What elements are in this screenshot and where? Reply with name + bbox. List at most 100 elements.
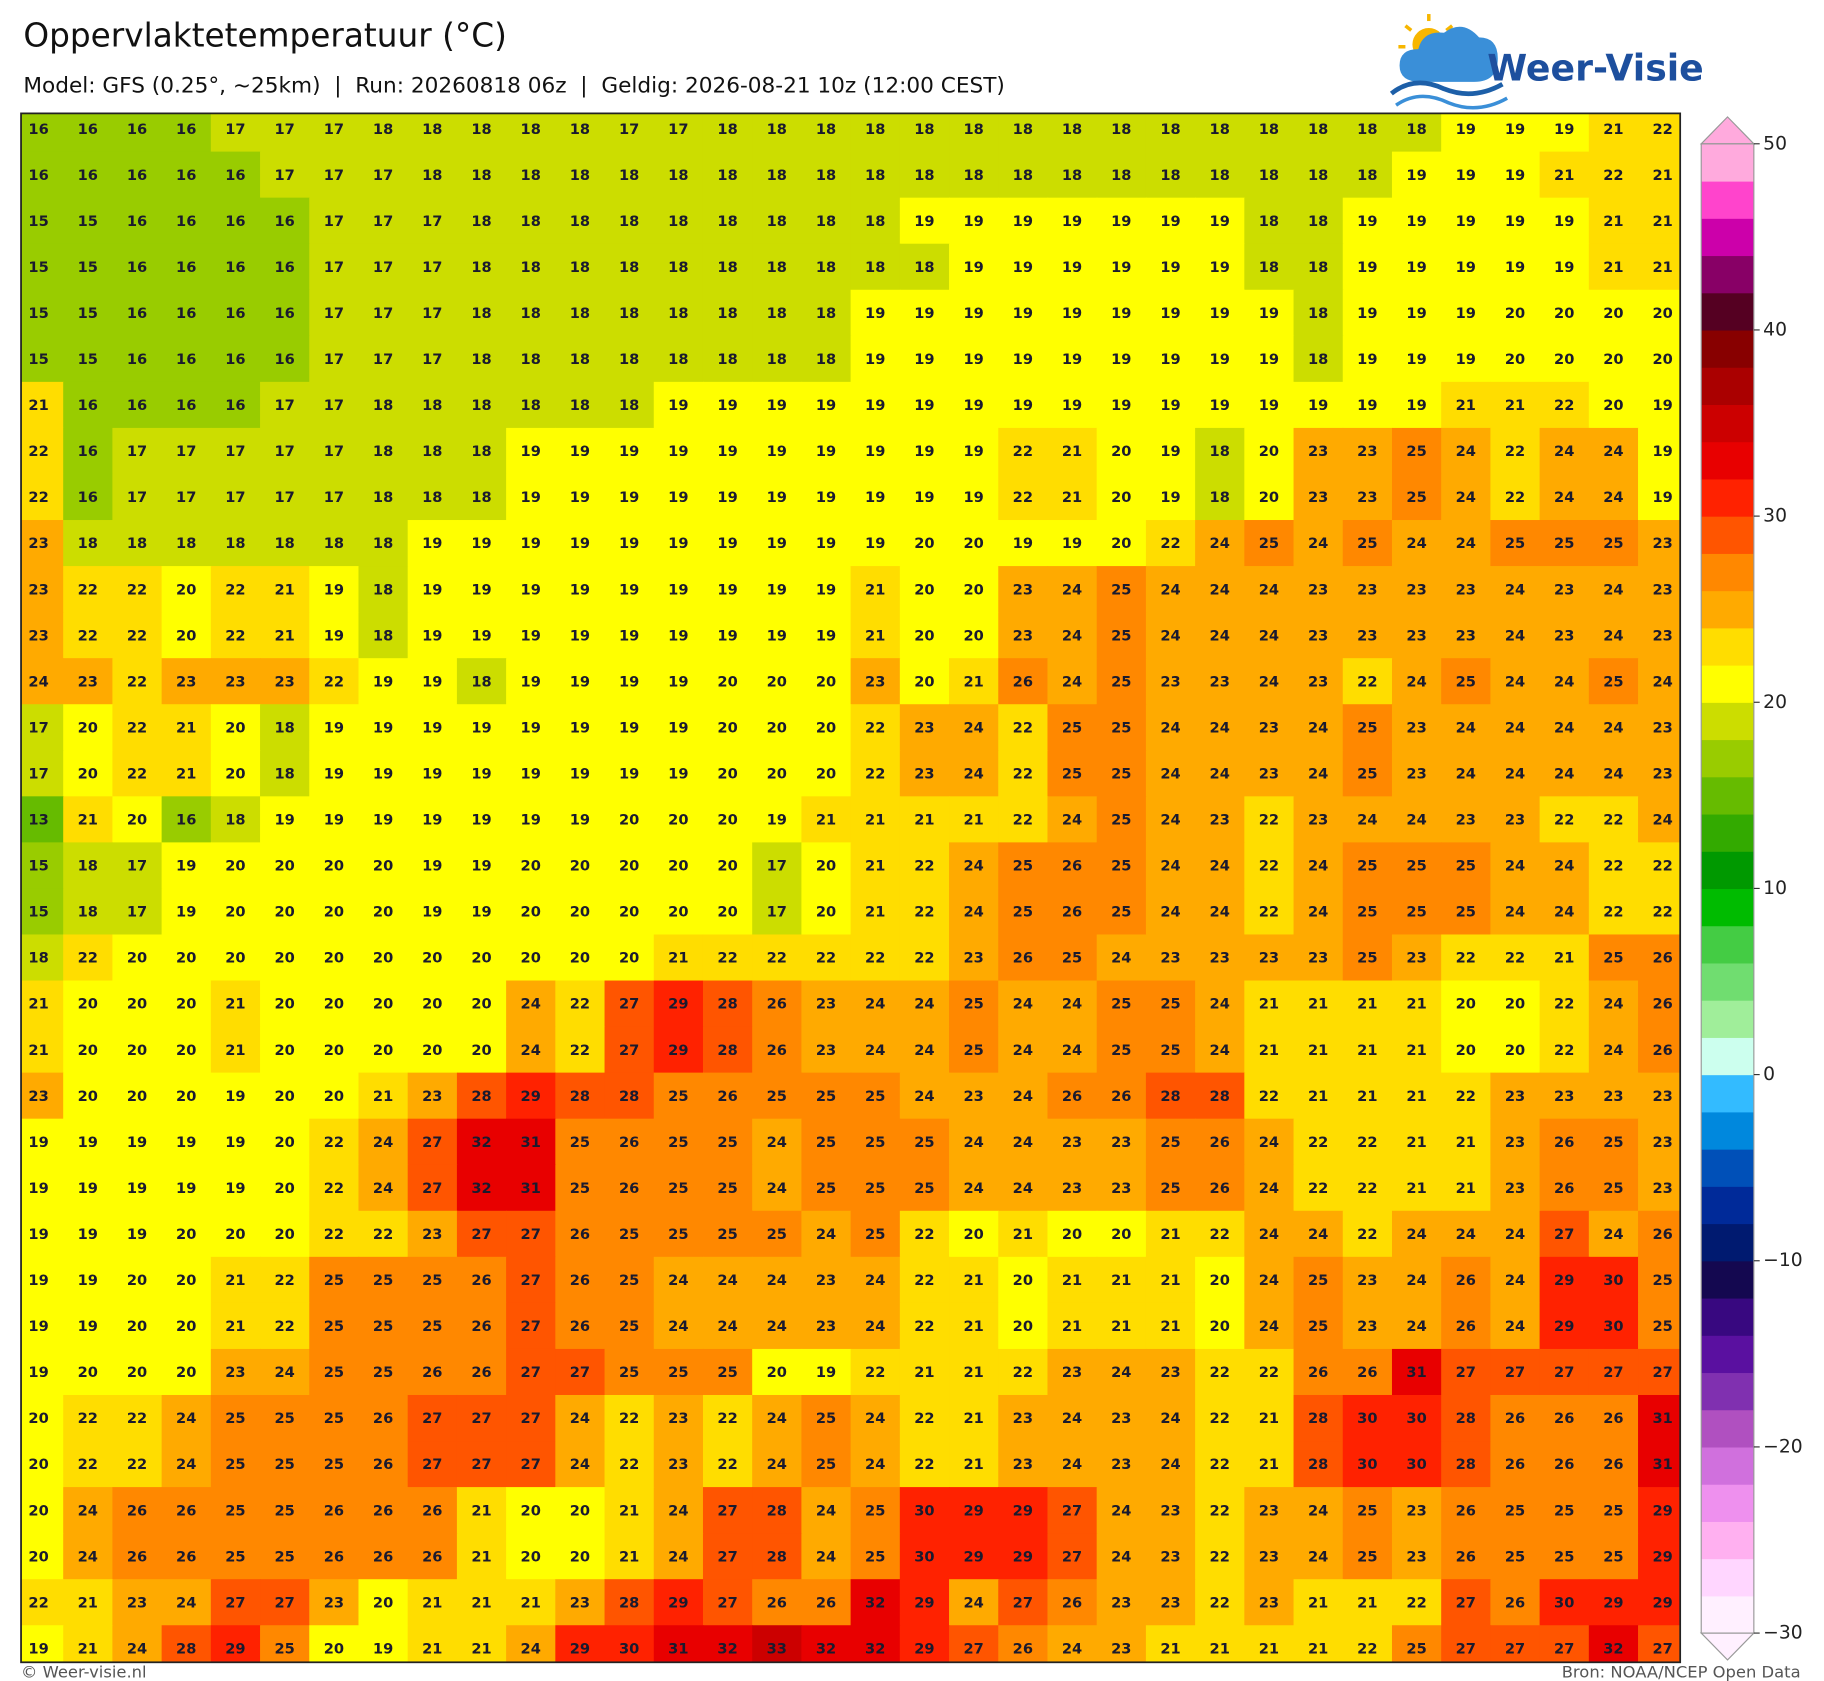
temperature-cell <box>850 934 901 982</box>
temperature-cell <box>555 1302 606 1350</box>
temperature-value: 18 <box>1308 351 1328 368</box>
temperature-value: 22 <box>914 1410 934 1427</box>
temperature-value: 28 <box>1308 1456 1328 1473</box>
temperature-cell <box>1391 842 1442 890</box>
temperature-cell <box>899 1210 950 1258</box>
temperature-cell <box>949 243 999 291</box>
temperature-cell <box>653 1026 704 1074</box>
temperature-cell <box>161 1441 212 1488</box>
temperature-cell <box>702 658 753 705</box>
temperature-value: 27 <box>521 1226 541 1243</box>
temperature-value: 23 <box>1505 1180 1525 1197</box>
temperature-value: 26 <box>1062 858 1082 875</box>
colorbar-tick-label: −10 <box>1763 1250 1802 1271</box>
temperature-cell <box>21 473 64 521</box>
temperature-cell <box>850 113 901 153</box>
temperature-value: 25 <box>668 1226 688 1243</box>
temperature-cell <box>1539 658 1590 705</box>
temperature-value: 24 <box>1456 765 1476 782</box>
temperature-value: 24 <box>1062 1042 1082 1059</box>
temperature-cell <box>309 1118 360 1166</box>
temperature-cell <box>1342 113 1393 153</box>
temperature-value: 21 <box>1111 1272 1131 1289</box>
temperature-cell <box>555 842 606 890</box>
temperature-cell <box>899 566 950 613</box>
temperature-value: 24 <box>1505 1272 1525 1289</box>
temperature-value: 24 <box>1505 1226 1525 1243</box>
temperature-cell <box>63 1302 114 1350</box>
temperature-cell <box>456 658 507 705</box>
temperature-cell <box>1588 473 1639 521</box>
temperature-cell <box>1391 1348 1442 1396</box>
temperature-cell <box>555 888 606 936</box>
temperature-cell <box>358 934 409 982</box>
temperature-value: 18 <box>1160 121 1180 138</box>
temperature-value: 24 <box>914 996 934 1013</box>
temperature-cell <box>1441 113 1492 153</box>
temperature-value: 19 <box>668 765 688 782</box>
temperature-cell <box>998 704 1049 751</box>
temperature-cell <box>506 381 557 429</box>
temperature-cell <box>1244 704 1295 751</box>
temperature-value: 21 <box>1456 1180 1476 1197</box>
temperature-cell <box>161 473 212 521</box>
temperature-cell <box>260 1487 310 1534</box>
temperature-value: 20 <box>1111 489 1131 506</box>
temperature-cell <box>1047 1072 1098 1120</box>
temperature-cell <box>456 1533 507 1580</box>
temperature-cell <box>1588 1533 1639 1580</box>
temperature-cell <box>1047 796 1098 844</box>
temperature-cell <box>949 1348 999 1396</box>
temperature-value: 17 <box>127 443 147 460</box>
temperature-value: 18 <box>570 305 590 322</box>
temperature-cell <box>1588 520 1639 567</box>
temperature-cell <box>604 1302 655 1350</box>
temperature-cell <box>1441 1487 1492 1534</box>
temperature-value: 23 <box>1160 673 1180 690</box>
temperature-value: 23 <box>1308 489 1328 506</box>
temperature-value: 27 <box>1554 1364 1574 1381</box>
temperature-value: 26 <box>1013 1640 1033 1657</box>
temperature-cell <box>1441 243 1492 291</box>
temperature-value: 17 <box>274 489 294 506</box>
temperature-value: 22 <box>1406 1594 1426 1611</box>
temperature-cell <box>801 520 852 567</box>
temperature-value: 25 <box>1456 858 1476 875</box>
temperature-value: 18 <box>373 489 393 506</box>
temperature-cell <box>1391 1256 1442 1304</box>
temperature-cell <box>653 427 704 475</box>
temperature-cell <box>456 1118 507 1166</box>
temperature-value: 19 <box>225 1180 245 1197</box>
temperature-cell <box>949 750 999 798</box>
temperature-cell <box>899 1487 950 1534</box>
temperature-value: 18 <box>1406 121 1426 138</box>
temperature-value: 25 <box>619 1226 639 1243</box>
temperature-cell <box>998 520 1049 567</box>
temperature-cell <box>112 934 163 982</box>
temperature-value: 16 <box>78 397 98 414</box>
temperature-cell <box>506 1072 557 1120</box>
temperature-value: 18 <box>619 259 639 276</box>
temperature-cell <box>1490 888 1541 936</box>
temperature-value: 24 <box>1406 812 1426 829</box>
temperature-cell <box>161 197 212 245</box>
temperature-cell <box>407 1348 458 1396</box>
temperature-cell <box>21 520 64 567</box>
temperature-value: 20 <box>274 858 294 875</box>
temperature-cell <box>752 1210 803 1258</box>
temperature-cell <box>752 151 803 199</box>
temperature-value: 16 <box>78 121 98 138</box>
temperature-value: 20 <box>176 996 196 1013</box>
temperature-cell <box>653 934 704 982</box>
temperature-value: 28 <box>471 1088 491 1105</box>
temperature-cell <box>407 381 458 429</box>
temperature-cell <box>407 1394 458 1442</box>
temperature-cell <box>850 151 901 199</box>
temperature-value: 25 <box>1406 443 1426 460</box>
temperature-value: 24 <box>1259 1226 1279 1243</box>
temperature-cell <box>1342 1302 1393 1350</box>
colorbar-box <box>1701 292 1754 331</box>
temperature-value: 18 <box>324 535 344 552</box>
temperature-value: 19 <box>78 1134 98 1151</box>
temperature-value: 19 <box>28 1134 48 1151</box>
